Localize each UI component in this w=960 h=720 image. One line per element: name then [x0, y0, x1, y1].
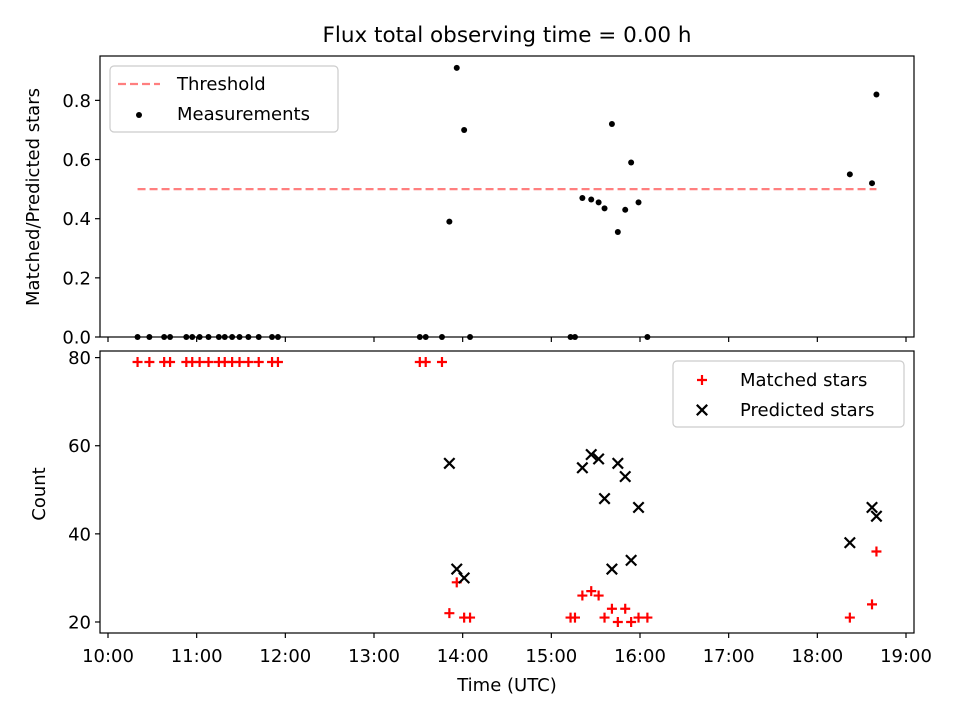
top-axes: 0.0 0.2 0.4 0.6 0.8 Threshold Measurements — [62, 55, 915, 349]
x-tick-label: 10:00 — [82, 646, 134, 667]
predicted-star-point — [843, 536, 856, 549]
bottom-legend: Matched stars Predicted stars — [672, 360, 905, 428]
legend-predicted-label: Predicted stars — [740, 400, 874, 421]
matched-star-point — [144, 357, 155, 368]
measurement-point — [595, 199, 602, 206]
predicted-star-point — [619, 470, 632, 483]
matched-star-point — [132, 357, 143, 368]
measurement-point — [635, 199, 642, 206]
matched-star-point — [867, 599, 878, 610]
matched-star-point — [599, 612, 610, 623]
measurement-point — [622, 206, 629, 213]
measurement-point — [869, 180, 876, 187]
matched-star-point — [436, 357, 447, 368]
predicted-star-point — [443, 457, 456, 470]
y-tick-label: 0.2 — [62, 268, 91, 289]
predicted-star-point — [585, 448, 598, 461]
measurement-point — [601, 205, 608, 212]
measurement-point — [588, 196, 595, 203]
measurement-point — [614, 228, 621, 235]
x-tick-label: 11:00 — [171, 646, 223, 667]
matched-star-point — [633, 612, 644, 623]
y-tick-label: 20 — [68, 612, 91, 633]
x-tick-label: 13:00 — [348, 646, 400, 667]
matched-star-point — [444, 608, 455, 619]
bottom-y-axis-label: Count — [29, 467, 50, 520]
measurement-point — [453, 64, 460, 71]
predicted-star-point — [625, 554, 638, 567]
matched-star-point — [165, 357, 176, 368]
x-tick-label: 12:00 — [259, 646, 311, 667]
predicted-star-point — [870, 510, 883, 523]
matched-star-point — [844, 612, 855, 623]
matched-star-point — [272, 357, 283, 368]
chart-title: Flux total observing time = 0.00 h — [323, 23, 692, 48]
y-tick-label: 0.8 — [62, 91, 91, 112]
y-tick-label: 0.6 — [62, 150, 91, 171]
y-tick-label: 60 — [68, 436, 91, 457]
x-tick-label: 16:00 — [614, 646, 666, 667]
bottom-axes-frame — [99, 350, 915, 634]
matched-star-point — [465, 612, 476, 623]
matched-star-point — [569, 612, 580, 623]
matched-star-point — [253, 357, 264, 368]
matched-star-point — [243, 357, 254, 368]
matched-star-point — [606, 603, 617, 614]
measurement-point — [579, 194, 586, 201]
matched-star-point — [871, 546, 882, 557]
matched-star-point — [620, 603, 631, 614]
legend-matched-swatch — [697, 375, 707, 385]
y-tick-label: 0.0 — [62, 328, 91, 349]
y-tick-label: 0.4 — [62, 209, 91, 230]
top-axes-frame — [99, 55, 915, 338]
y-tick-label: 40 — [68, 524, 91, 545]
y-tick-label: 80 — [68, 348, 91, 369]
matched-star-point — [612, 616, 623, 627]
measurement-point — [846, 171, 853, 178]
predicted-star-point — [611, 457, 624, 470]
measurement-point — [461, 126, 468, 133]
legend-frame — [109, 65, 339, 133]
legend-measurements-swatch — [136, 112, 142, 118]
predicted-star-point — [592, 452, 605, 465]
x-tick-label: 17:00 — [703, 646, 755, 667]
x-tick-label: 18:00 — [791, 646, 843, 667]
x-axis-label: Time (UTC) — [456, 675, 557, 696]
matched-star-point — [194, 357, 205, 368]
predicted-star-point — [632, 501, 645, 514]
matched-star-point — [234, 357, 245, 368]
matched-star-point — [586, 586, 597, 597]
measurement-point — [608, 121, 615, 128]
predicted-star-point — [866, 501, 878, 514]
bottom-plot-area — [132, 357, 883, 627]
matched-star-point — [577, 590, 588, 601]
x-tick-label: 14:00 — [437, 646, 489, 667]
x-tick-label: 15:00 — [525, 646, 577, 667]
legend-matched-label: Matched stars — [740, 370, 867, 391]
measurement-point — [873, 91, 880, 98]
predicted-star-point — [605, 563, 618, 576]
x-tick-label: 19:00 — [880, 646, 932, 667]
matched-star-point — [642, 612, 653, 623]
predicted-star-point — [458, 571, 471, 584]
top-legend: Threshold Measurements — [109, 65, 339, 133]
measurement-point — [446, 218, 453, 225]
predicted-star-point — [598, 492, 611, 505]
measurement-point — [628, 159, 635, 166]
legend-predicted-swatch — [696, 404, 708, 416]
legend-measurements-label: Measurements — [177, 104, 310, 125]
matched-star-point — [626, 616, 637, 627]
matched-star-point — [420, 357, 431, 368]
predicted-star-point — [576, 461, 589, 474]
legend-threshold-label: Threshold — [176, 74, 266, 95]
legend-frame — [672, 360, 905, 428]
matched-star-point — [593, 590, 604, 601]
bottom-axes: 20 40 60 80 10:00 11:00 12:00 13:00 14:00 15:00 16… — [68, 348, 932, 667]
top-y-axis-label: Matched/Predicted stars — [23, 88, 44, 306]
matched-star-point — [203, 357, 214, 368]
